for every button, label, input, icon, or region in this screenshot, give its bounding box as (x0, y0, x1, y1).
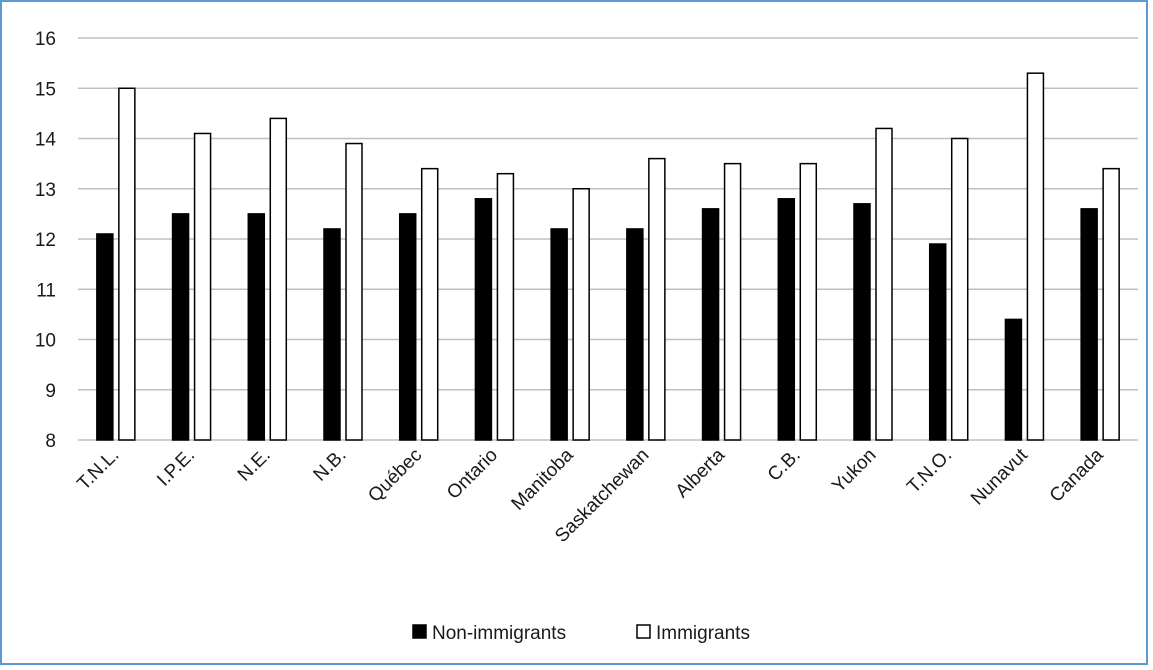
legend-label: Immigrants (656, 623, 750, 644)
bar-non-immigrants (550, 228, 568, 441)
y-tick-label: 15 (35, 79, 56, 100)
bar-immigrants (723, 162, 742, 441)
bar-immigrants (118, 87, 136, 441)
y-tick-label: 10 (35, 331, 56, 352)
bar-non-immigrants (474, 198, 493, 441)
bar-immigrants (420, 167, 439, 441)
bar-non-immigrants (777, 198, 796, 441)
x-tick-label: T.N.O. (903, 445, 956, 498)
y-tick-label: 9 (45, 381, 56, 402)
legend-label: Non-immigrants (432, 623, 566, 644)
x-tick-label: N.B. (310, 445, 351, 486)
bar-immigrants (572, 188, 590, 441)
bar-non-immigrants (171, 213, 190, 441)
x-tick-label: Nunavut (967, 444, 1032, 509)
x-axis-ticks: T.N.L. I.P.E. N.E. N.B. Québec Ontario Manitob… (73, 444, 1108, 547)
bar-immigrants (799, 162, 818, 441)
bar-immigrants (496, 172, 515, 441)
bar-immigrants (193, 132, 212, 441)
x-tick-label: Alberta (672, 444, 730, 502)
bar-non-immigrants (626, 228, 644, 441)
bar-non-immigrants (96, 233, 114, 441)
x-tick-label: Manitoba (508, 444, 578, 514)
bar-non-immigrants (1080, 208, 1098, 441)
bar-immigrants (950, 137, 969, 441)
bars (96, 72, 1120, 441)
bar-non-immigrants (323, 228, 341, 441)
x-tick-label: C.B. (764, 445, 805, 486)
x-tick-label: I.P.E. (153, 445, 199, 491)
x-tick-label: T.N.L. (73, 445, 123, 495)
bar-immigrants (269, 117, 288, 441)
x-tick-label: N.E. (234, 445, 275, 486)
bar-immigrants (1026, 72, 1045, 441)
x-tick-label: Québec (364, 445, 426, 507)
x-tick-label: Canada (1046, 444, 1108, 506)
bar-non-immigrants (701, 208, 720, 441)
y-tick-label: 14 (35, 130, 57, 151)
bar-non-immigrants (247, 213, 266, 441)
y-tick-label: 12 (35, 230, 56, 251)
bar-immigrants (648, 157, 666, 441)
y-tick-label: 11 (36, 280, 56, 301)
y-tick-label: 8 (45, 431, 56, 452)
y-axis-ticks: 8 9 10 11 12 13 14 15 16 (35, 29, 57, 452)
x-tick-label: Yukon (828, 445, 880, 497)
legend-swatch (636, 624, 651, 639)
legend: Non-immigrants Immigrants (412, 623, 750, 644)
bar-non-immigrants (853, 203, 871, 441)
legend-swatch (412, 624, 427, 639)
x-tick-label: Ontario (443, 445, 502, 504)
bar-non-immigrants (928, 243, 947, 441)
y-tick-label: 16 (35, 29, 56, 50)
bar-immigrants (1102, 167, 1120, 441)
bar-immigrants (875, 127, 893, 441)
y-tick-label: 13 (35, 180, 56, 201)
bar-immigrants (345, 142, 363, 441)
bar-non-immigrants (398, 213, 417, 441)
bar-non-immigrants (1004, 318, 1023, 441)
gridlines (78, 37, 1138, 441)
